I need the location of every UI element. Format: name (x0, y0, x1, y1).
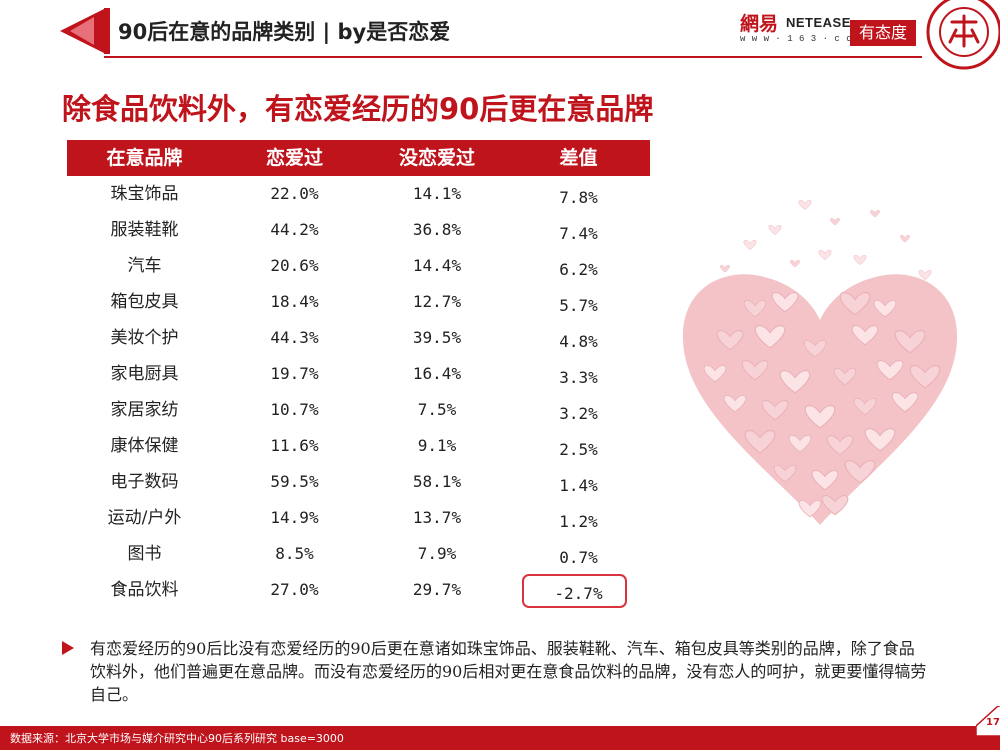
mini-heart-icon (870, 209, 880, 218)
mini-heart-icon (790, 259, 800, 268)
row-dated-value: 22.0% (270, 184, 319, 203)
mini-heart-icon (743, 239, 757, 251)
table-row: 家居家纺 10.7% 7.5% 3.2% (67, 392, 650, 428)
row-never-dated-value: 9.1% (417, 436, 457, 455)
bullet-triangle-icon (62, 641, 74, 655)
row-category: 图书 (127, 544, 162, 564)
mini-heart-icon (853, 254, 867, 266)
row-never-dated-value: 12.7% (412, 292, 462, 311)
row-difference-value: 7.8% (559, 188, 598, 207)
row-difference-value: 4.8% (559, 332, 598, 351)
row-difference-value: 0.7% (559, 548, 598, 567)
row-dated-value: 8.5% (275, 544, 314, 563)
netease-logo-en: NETEASE (786, 15, 851, 30)
table-row: 食品饮料 27.0% 29.7% -2.7% (67, 572, 650, 608)
row-dated-value: 19.7% (270, 364, 319, 383)
header-divider (104, 56, 922, 58)
footer-bar: 数据来源：北京大学市场与媒介研究中心90后系列研究 base=3000 (0, 726, 1000, 750)
slide-title: 除食品饮料外，有恋爱经历的90后更在意品牌 (62, 92, 654, 126)
row-dated-value: 18.4% (270, 292, 319, 311)
table-row: 图书 8.5% 7.9% 0.7% (67, 536, 650, 572)
table-header-dated: 恋爱过 (265, 147, 323, 169)
header: 90后在意的品牌类别 | by是否恋爱 網易 NETEASE w w w · 1… (0, 0, 1000, 70)
row-category: 美妆个护 (110, 328, 179, 348)
row-category: 家电厨具 (110, 364, 179, 384)
row-category: 电子数码 (110, 472, 179, 492)
mini-heart-icon (830, 217, 840, 226)
row-category: 康体保健 (110, 436, 179, 456)
table-row: 美妆个护 44.3% 39.5% 4.8% (67, 320, 650, 356)
row-category: 珠宝饰品 (110, 184, 179, 204)
row-dated-value: 14.9% (270, 508, 319, 527)
row-never-dated-value: 14.1% (412, 184, 462, 203)
table-row: 电子数码 59.5% 58.1% 1.4% (67, 464, 650, 500)
row-dated-value: 27.0% (270, 580, 319, 599)
table-header-row: 在意品牌 恋爱过 没恋爱过 差值 (67, 140, 650, 176)
table-header-never-dated: 没恋爱过 (398, 147, 475, 169)
table-header-difference: 差值 (559, 147, 598, 169)
table-row: 汽车 20.6% 14.4% 6.2% (67, 248, 650, 284)
row-difference-value: 3.3% (559, 368, 598, 387)
youtai-logo: 有态度 (850, 20, 916, 46)
table-row: 珠宝饰品 22.0% 14.1% 7.8% (67, 176, 650, 212)
row-difference-value: 7.4% (559, 224, 598, 243)
row-category: 服装鞋靴 (110, 220, 179, 240)
row-dated-value: 59.5% (270, 472, 319, 491)
row-never-dated-value: 29.7% (412, 580, 462, 599)
row-never-dated-value: 14.4% (412, 256, 462, 275)
peking-university-seal-icon (926, 0, 1000, 70)
mini-heart-icon (798, 199, 812, 211)
row-never-dated-value: 7.9% (417, 544, 457, 563)
row-never-dated-value: 13.7% (412, 508, 462, 527)
table-row: 家电厨具 19.7% 16.4% 3.3% (67, 356, 650, 392)
row-dated-value: 10.7% (270, 400, 319, 419)
header-title: 90后在意的品牌类别 | by是否恋爱 (118, 20, 451, 44)
row-difference-value: 5.7% (559, 296, 598, 315)
row-difference-value: 1.2% (559, 512, 598, 531)
header-accent-bar (104, 8, 110, 54)
row-dated-value: 44.2% (270, 220, 319, 239)
mini-heart-icon (720, 264, 730, 273)
row-never-dated-value: 7.5% (417, 400, 457, 419)
header-arrow-icon (60, 8, 106, 54)
row-dated-value: 11.6% (270, 436, 319, 455)
mini-heart-icon (818, 249, 832, 261)
row-category: 家居家纺 (110, 400, 179, 420)
table-header-brand: 在意品牌 (106, 147, 183, 169)
mini-heart-icon (918, 269, 932, 281)
row-difference-value: -2.7% (554, 584, 603, 603)
row-never-dated-value: 16.4% (412, 364, 462, 383)
data-source: 数据来源：北京大学市场与媒介研究中心90后系列研究 base=3000 (10, 732, 344, 745)
table-row: 运动/户外 14.9% 13.7% 1.2% (67, 500, 650, 536)
page-number-tab (976, 706, 1000, 736)
row-difference-value: 1.4% (559, 476, 598, 495)
page-number: 17 (986, 717, 1000, 728)
row-category: 运动/户外 (107, 508, 182, 528)
row-never-dated-value: 39.5% (412, 328, 462, 347)
heart-shape (682, 274, 958, 525)
netease-logo-url: w w w · 1 6 3 · c o m (740, 34, 864, 44)
row-difference-value: 6.2% (559, 260, 598, 279)
row-category: 食品饮料 (110, 580, 179, 600)
row-category: 汽车 (127, 256, 162, 276)
row-category: 箱包皮具 (110, 292, 179, 312)
row-difference-value: 2.5% (559, 440, 598, 459)
table-row: 康体保健 11.6% 9.1% 2.5% (67, 428, 650, 464)
row-dated-value: 20.6% (270, 256, 319, 275)
row-dated-value: 44.3% (270, 328, 319, 347)
mini-heart-icon (768, 224, 782, 236)
table-row: 服装鞋靴 44.2% 36.8% 7.4% (67, 212, 650, 248)
netease-logo: 網易 NETEASE w w w · 1 6 3 · c o m (740, 9, 863, 49)
heart-illustration (682, 199, 958, 525)
table-row: 箱包皮具 18.4% 12.7% 5.7% (67, 284, 650, 320)
row-never-dated-value: 58.1% (412, 472, 462, 491)
row-never-dated-value: 36.8% (412, 220, 462, 239)
netease-logo-cn: 網易 (740, 13, 779, 35)
mini-heart-icon (900, 234, 910, 243)
row-difference-value: 3.2% (559, 404, 598, 423)
negative-value-highlight (522, 574, 627, 608)
conclusion-text: 有恋爱经历的90后比没有恋爱经历的90后更在意诸如珠宝饰品、服装鞋靴、汽车、箱包… (90, 639, 927, 704)
